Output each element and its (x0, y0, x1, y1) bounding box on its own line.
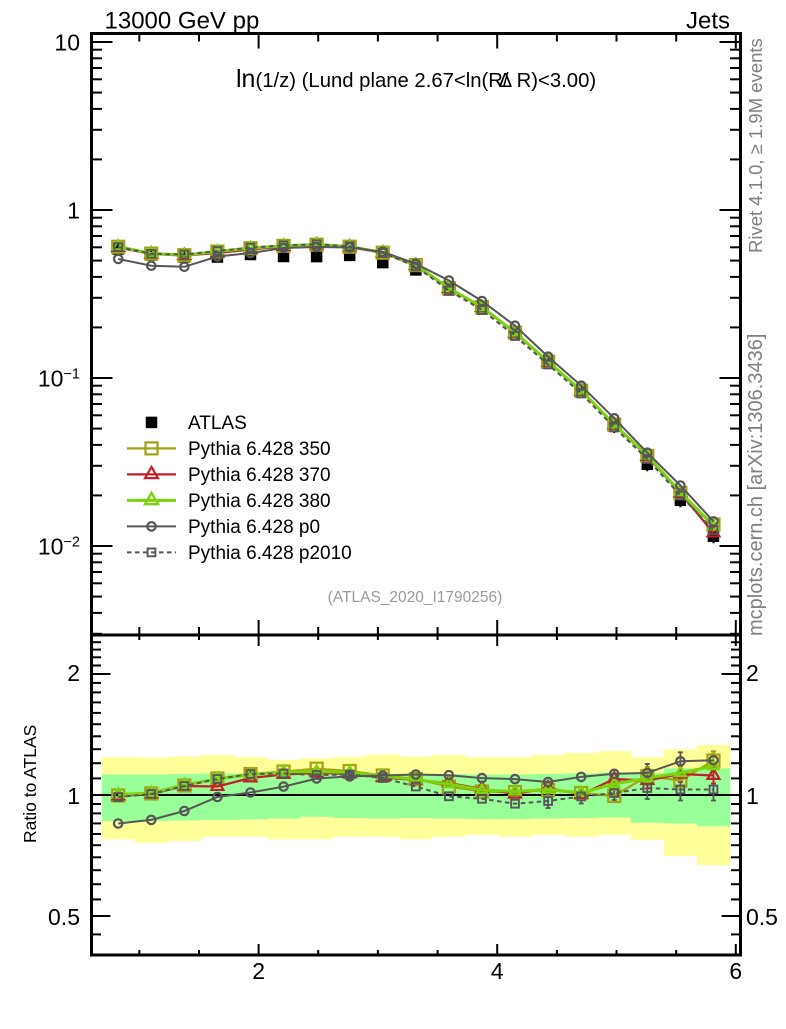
svg-text:Ratio to ATLAS: Ratio to ATLAS (20, 725, 40, 843)
svg-text:Pythia 6.428 350: Pythia 6.428 350 (188, 439, 331, 460)
svg-text:Pythia 6.428 p0: Pythia 6.428 p0 (188, 517, 320, 538)
svg-text:10: 10 (54, 30, 80, 56)
svg-text:1: 1 (746, 783, 759, 809)
svg-text:Rivet 4.1.0, ≥ 1.9M events: Rivet 4.1.0, ≥ 1.9M events (745, 38, 766, 253)
svg-text:Pythia 6.428 p2010: Pythia 6.428 p2010 (188, 543, 352, 564)
svg-text:2: 2 (67, 660, 80, 686)
svg-text:2: 2 (746, 660, 759, 686)
svg-text:mcplots.cern.ch [arXiv:1306.34: mcplots.cern.ch [arXiv:1306.3436] (745, 334, 767, 636)
svg-text:Jets: Jets (686, 8, 730, 35)
svg-text:1: 1 (67, 783, 80, 809)
svg-text:1: 1 (67, 198, 80, 224)
svg-text:4: 4 (491, 958, 504, 984)
svg-text:Pythia 6.428 380: Pythia 6.428 380 (188, 491, 331, 512)
svg-text:0.5: 0.5 (48, 904, 80, 930)
svg-text:ATLAS: ATLAS (188, 413, 247, 434)
svg-text:6: 6 (729, 958, 742, 984)
svg-text:2: 2 (252, 958, 265, 984)
svg-text:(ATLAS_2020_I1790256): (ATLAS_2020_I1790256) (328, 589, 503, 606)
svg-text:ln(1/z) (Lund plane 2.67<ln(R/: ln(1/z) (Lund plane 2.67<ln(R/Δ R)<3.00) (236, 65, 596, 93)
svg-text:13000 GeV pp: 13000 GeV pp (105, 8, 260, 35)
svg-text:0.5: 0.5 (746, 904, 778, 930)
svg-text:Pythia 6.428 370: Pythia 6.428 370 (188, 465, 331, 486)
